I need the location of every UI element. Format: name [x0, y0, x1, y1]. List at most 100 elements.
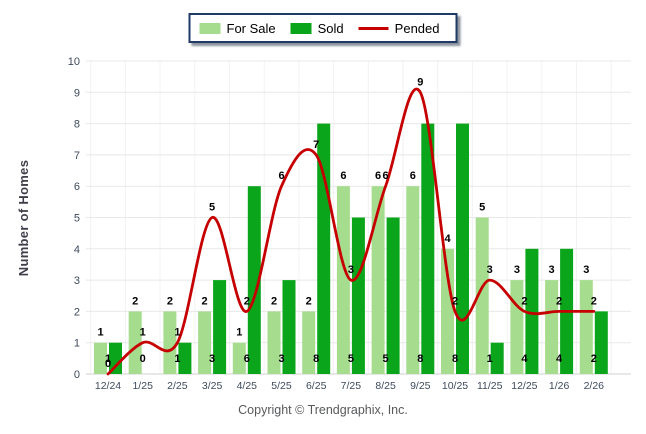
bar-sold [109, 342, 122, 374]
value-label-for-sale: 6 [375, 170, 381, 182]
copyright-text: Copyright © Trendgraphix, Inc. [238, 403, 408, 417]
bar-for-sale [267, 311, 281, 374]
bar-for-sale [406, 186, 420, 374]
legend-color-swatch [290, 22, 312, 34]
x-axis-label: 1/25 [132, 380, 153, 392]
value-label-sold: 4 [556, 353, 563, 365]
bar-sold [594, 311, 608, 374]
y-axis-tick-label: 2 [74, 306, 80, 318]
x-axis-label: 7/25 [341, 380, 362, 392]
value-label-sold: 4 [521, 353, 528, 365]
bar-for-sale [579, 280, 593, 374]
legend-line-swatch [358, 26, 389, 30]
y-axis-tick-label: 9 [74, 87, 80, 99]
value-label-pended: 2 [452, 295, 458, 307]
legend-item-sold: Sold [290, 20, 344, 36]
value-label-sold: 2 [591, 353, 597, 365]
y-axis-tick-label: 1 [74, 338, 80, 350]
bar-sold [525, 248, 539, 374]
x-axis-label: 12/24 [95, 380, 121, 392]
x-axis-label: 4/25 [237, 380, 258, 392]
bar-sold [456, 123, 469, 374]
bar-sold [178, 342, 192, 374]
value-label-for-sale: 3 [583, 264, 589, 276]
legend-item-pended: Pended [358, 20, 440, 36]
bar-sold [386, 217, 400, 374]
value-label-pended: 5 [209, 202, 215, 214]
value-label-pended: 3 [348, 264, 354, 276]
pended-line [106, 87, 596, 376]
x-axis-label: 2/25 [167, 380, 188, 392]
x-axis-label: 11/25 [477, 380, 503, 392]
value-label-sold: 3 [209, 353, 215, 365]
bar-for-sale [545, 280, 559, 374]
value-label-pended: 1 [174, 327, 180, 339]
value-label-for-sale: 2 [306, 295, 312, 307]
bar-sold [490, 342, 504, 374]
value-label-sold: 1 [487, 353, 493, 365]
x-axis-label: 8/25 [375, 380, 396, 392]
value-label-for-sale: 1 [97, 327, 103, 339]
y-axis-tick-label: 6 [74, 181, 80, 193]
x-axis-label: 6/25 [306, 380, 327, 392]
x-axis-label: 10/25 [442, 380, 468, 392]
value-label-sold: 3 [278, 353, 284, 365]
value-label-pended: 6 [278, 170, 284, 182]
value-label-for-sale: 2 [271, 295, 277, 307]
x-axis-label: 9/25 [410, 380, 431, 392]
value-label-for-sale: 1 [236, 327, 242, 339]
bar-for-sale [302, 311, 316, 374]
value-label-sold: 0 [140, 353, 146, 365]
legend-item-for-sale: For Sale [199, 22, 276, 35]
value-label-sold: 5 [348, 353, 354, 365]
bar-sold [213, 280, 227, 374]
bar-for-sale [128, 311, 142, 374]
y-axis-tick-label: 10 [68, 56, 80, 68]
value-label-for-sale: 2 [202, 295, 208, 307]
value-label-pended: 2 [244, 295, 250, 307]
value-label-for-sale: 2 [132, 295, 138, 307]
chart-legend: For Sale Sold Pended [188, 13, 458, 43]
value-label-for-sale: 3 [514, 264, 520, 276]
value-label-for-sale: 5 [479, 202, 485, 214]
value-label-for-sale: 4 [444, 233, 451, 245]
legend-label: Pended [394, 20, 440, 36]
value-label-for-sale: 6 [410, 170, 416, 182]
value-label-pended: 6 [383, 170, 389, 182]
bar-for-sale [475, 217, 489, 374]
value-label-sold: 1 [174, 353, 180, 365]
value-label-pended: 2 [521, 295, 527, 307]
value-label-sold: 1 [105, 353, 111, 365]
bar-sold [351, 217, 365, 374]
value-label-sold: 5 [383, 353, 389, 365]
x-axis-label: 5/25 [271, 380, 292, 392]
x-axis-label: 12/25 [511, 380, 537, 392]
value-label-for-sale: 2 [167, 295, 173, 307]
bar-sold [282, 280, 296, 374]
y-axis-tick-label: 7 [74, 150, 80, 162]
bar-sold [247, 186, 261, 374]
legend-color-swatch [199, 22, 221, 34]
value-label-pended: 9 [417, 76, 423, 88]
bar-for-sale [232, 342, 246, 374]
x-axis-label: 2/26 [584, 380, 605, 392]
bar-for-sale [94, 342, 107, 374]
value-label-pended: 7 [313, 139, 319, 151]
value-label-for-sale: 6 [340, 170, 346, 182]
y-axis-tick-label: 5 [74, 213, 80, 225]
y-axis-title: Number of Homes [16, 160, 31, 276]
y-axis-tick-label: 3 [74, 275, 80, 287]
y-axis-tick-label: 8 [74, 119, 80, 131]
value-label-pended: 0 [105, 358, 111, 370]
value-label-for-sale: 3 [549, 264, 555, 276]
bar-for-sale [198, 311, 212, 374]
x-axis-label: 1/26 [549, 380, 570, 392]
value-label-pended: 1 [140, 327, 146, 339]
bar-for-sale [371, 186, 385, 374]
value-label-pended: 3 [487, 264, 493, 276]
legend-label: Sold [317, 20, 344, 36]
bar-for-sale [441, 248, 454, 374]
value-label-sold: 8 [417, 353, 423, 365]
